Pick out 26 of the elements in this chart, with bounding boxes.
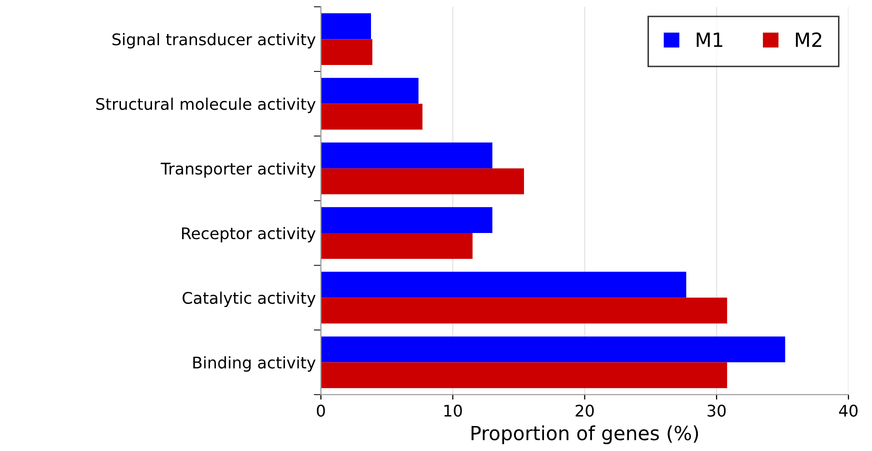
x-tick-label: 30 <box>708 404 726 417</box>
bar <box>320 13 372 40</box>
legend-label: M1 <box>696 32 722 47</box>
bar <box>320 298 728 324</box>
y-tick-label: Receptor activity <box>182 226 316 242</box>
x-tick-label: 10 <box>444 404 462 417</box>
y-tick-label: Transporter activity <box>160 162 316 178</box>
y-tick-label: Catalytic activity <box>182 292 316 308</box>
legend-label: M2 <box>796 32 822 47</box>
bar <box>320 336 786 362</box>
bar <box>320 78 418 104</box>
x-tick-label: 20 <box>576 404 594 417</box>
x-axis-title: Proportion of genes (%) <box>472 425 698 444</box>
x-tick-label: 0 <box>316 404 325 417</box>
y-tick-label: Structural molecule activity <box>96 98 316 114</box>
bar <box>320 104 422 130</box>
bar <box>320 207 492 234</box>
bar <box>320 233 473 259</box>
bar <box>320 39 372 65</box>
bar <box>320 142 492 168</box>
bar <box>320 272 686 298</box>
y-tick-label: Signal transducer activity <box>112 33 316 48</box>
y-tick-label: Binding activity <box>193 356 316 372</box>
bar <box>320 362 728 388</box>
bar <box>320 168 524 194</box>
x-tick-label: 40 <box>839 404 858 417</box>
